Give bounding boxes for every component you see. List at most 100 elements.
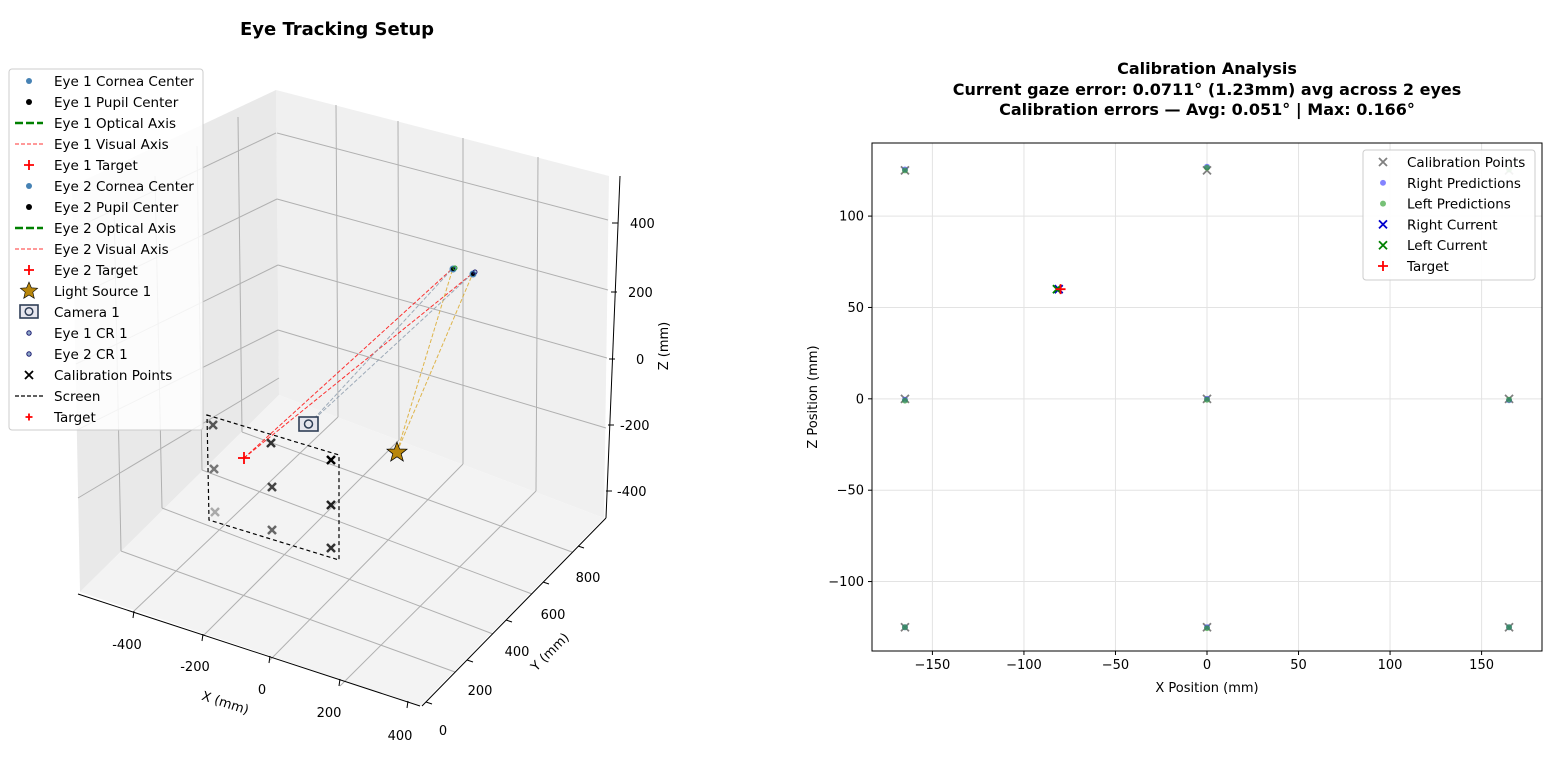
y-tick-label-2d: −100 <box>828 575 864 590</box>
legend-2d-box <box>1362 149 1536 281</box>
legend-3d: Eye 1 Cornea Center Eye 1 Pupil Center Eye… <box>8 68 204 431</box>
left-predictions-point <box>1204 396 1210 403</box>
left-predictions-point <box>1204 164 1210 171</box>
x-tick-label-2d: 0 <box>1203 658 1211 673</box>
y-tick-label-2d: 0 <box>856 392 864 407</box>
legend-label: Eye 1 Optical Axis <box>54 116 176 132</box>
legend-label: Eye 2 Cornea Center <box>54 179 194 195</box>
screen-outline <box>206 414 340 561</box>
legend-label: Light Source 1 <box>54 284 151 300</box>
legend-marker-plus <box>24 160 34 170</box>
panel-2d: Calibration Analysis Current gaze error:… <box>806 59 1543 696</box>
y-axis-label: Y (mm) <box>528 630 573 675</box>
axes-3d <box>77 175 621 707</box>
legend-2d-label: Target <box>1406 259 1449 275</box>
y-axis-label-2d: Z Position (mm) <box>806 345 821 448</box>
panel-3d-title: Eye Tracking Setup <box>240 19 434 40</box>
legend-2d-marker-left-current <box>1378 240 1388 250</box>
legend-marker-dot <box>26 99 32 105</box>
legend-marker-star <box>19 281 39 299</box>
eye-2-cr <box>472 269 478 275</box>
y-tick-label: 400 <box>505 645 530 660</box>
legend-marker-plus-small <box>25 413 33 421</box>
legend-label: Calibration Points <box>54 368 172 384</box>
z-tick-label: 0 <box>636 353 644 368</box>
x-axis-label-2d: X Position (mm) <box>1155 681 1258 696</box>
legend-2d-label: Right Current <box>1407 217 1498 233</box>
eye-2-pupil-center <box>471 272 475 276</box>
legend-2d-label: Right Predictions <box>1407 176 1521 192</box>
legend-2d-marker-calibration-points <box>1378 157 1388 167</box>
x-tick-label-2d: 100 <box>1378 658 1403 673</box>
legend-label: Eye 1 Visual Axis <box>54 137 169 153</box>
y-tick-label: 0 <box>439 724 447 739</box>
target-3d <box>238 452 250 464</box>
y-tick-label-2d: 100 <box>839 210 864 225</box>
left-predictions-point <box>1506 624 1513 631</box>
back-pane <box>276 90 609 518</box>
marks-2d <box>900 163 1514 632</box>
gaze-rays <box>243 267 474 459</box>
legend-label: Eye 1 Cornea Center <box>54 74 194 90</box>
legend-label: Eye 2 Pupil Center <box>54 200 179 216</box>
legend-box <box>8 68 204 431</box>
x-tick-label: -400 <box>112 638 142 653</box>
legend-label: Eye 2 CR 1 <box>54 347 128 363</box>
legend-2d: Calibration Points Right Predictions Left … <box>1362 149 1536 281</box>
legend-2d-label: Left Predictions <box>1407 197 1511 213</box>
z-tick-label: 200 <box>628 286 653 301</box>
legend-label: Camera 1 <box>54 305 120 321</box>
chart-subtitle-line-1: Current gaze error: 0.0711° (1.23mm) avg… <box>953 80 1462 99</box>
legend-marker-dot <box>26 183 32 189</box>
legend-marker-camera-icon <box>19 304 39 319</box>
y-tick-label: 200 <box>468 684 493 699</box>
y-tick-label: 800 <box>576 571 601 586</box>
legend-marker-small-ring <box>26 330 32 336</box>
left-predictions-point <box>1204 625 1210 632</box>
legend-marker-small-ring <box>26 351 32 357</box>
eye-1-cr <box>452 265 458 271</box>
left-predictions-point <box>901 624 908 631</box>
x-tick-label-2d: 50 <box>1290 658 1307 673</box>
x-tick-label: 0 <box>258 683 266 698</box>
left-predictions-point <box>1506 396 1513 403</box>
y-tick-label-2d: 50 <box>847 301 864 316</box>
z-tick-label: 400 <box>630 217 655 232</box>
x-tick-label-2d: −50 <box>1102 658 1129 673</box>
x-tick-label: 400 <box>388 729 413 744</box>
z-tick-label: -200 <box>620 419 650 434</box>
camera-icon <box>298 416 319 432</box>
legend-2d-label: Calibration Points <box>1407 155 1525 171</box>
z-axis-label: Z (mm) <box>657 322 672 371</box>
legend-marker-dot <box>26 78 32 84</box>
legend-marker-x <box>24 370 34 380</box>
legend-2d-marker-right-current <box>1378 219 1388 230</box>
legend-label: Eye 1 CR 1 <box>54 326 128 342</box>
legend-2d-marker-target <box>1378 261 1388 271</box>
legend-label: Eye 2 Target <box>54 263 138 279</box>
x-tick-label-2d: −150 <box>915 658 951 673</box>
legend-marker-dot <box>26 204 32 210</box>
legend-label: Eye 1 Pupil Center <box>54 95 179 111</box>
target-point <box>1055 284 1066 295</box>
ticks-2d: −150 −100 −50 0 50 100 150 −100 −50 0 50 100 <box>828 210 1494 673</box>
chart-subtitle-line-2: Calibration errors — Avg: 0.051° | Max: … <box>999 100 1415 120</box>
x-tick-label: 200 <box>317 706 342 721</box>
legend-label: Screen <box>54 389 100 405</box>
left-predictions-point <box>901 167 908 174</box>
light-source-star-icon <box>386 440 408 462</box>
legend-2d-marker-left-predictions <box>1380 200 1386 207</box>
legend-label: Target <box>53 410 96 426</box>
legend-2d-label: Left Current <box>1407 238 1487 254</box>
legend-label: Eye 2 Visual Axis <box>54 242 169 258</box>
panel-3d: Eye Tracking Setup <box>8 19 672 744</box>
left-predictions-point <box>901 397 908 404</box>
legend-label: Eye 2 Optical Axis <box>54 221 176 237</box>
calibration-points-3d <box>208 420 336 553</box>
legend-label: Eye 1 Target <box>54 158 138 174</box>
y-tick-label-2d: −50 <box>837 484 864 499</box>
legend-marker-plus <box>24 265 34 275</box>
eye-markers <box>449 265 478 278</box>
x-tick-label: -200 <box>180 660 210 675</box>
